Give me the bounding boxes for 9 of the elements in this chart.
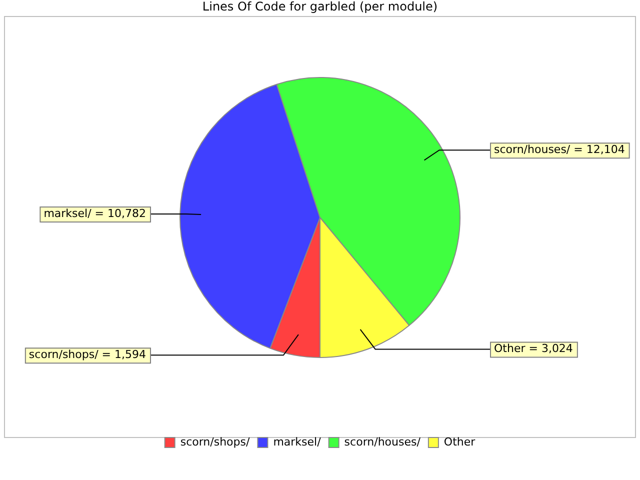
data-label: marksel/ = 10,782 <box>44 206 146 220</box>
data-label: scorn/shops/ = 1,594 <box>28 348 146 362</box>
legend-label: scorn/houses/ <box>344 435 421 448</box>
data-label: scorn/houses/ = 12,104 <box>494 142 625 156</box>
data-label: Other = 3,024 <box>494 342 573 356</box>
legend-label: Other <box>444 435 476 448</box>
legend-label: scorn/shops/ <box>180 435 250 448</box>
chart-title: Lines Of Code for garbled (per module) <box>202 0 438 14</box>
legend-label: marksel/ <box>273 435 322 448</box>
